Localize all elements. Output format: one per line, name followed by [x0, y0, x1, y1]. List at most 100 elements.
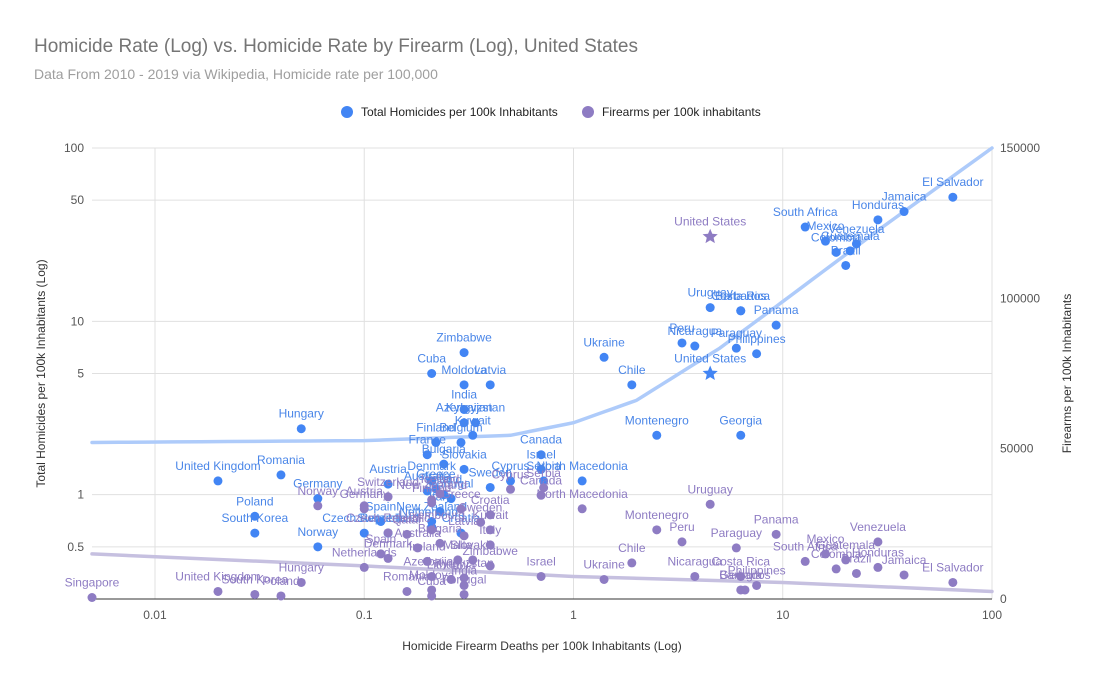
point-firearms-guatemala: [841, 555, 851, 565]
point-label-barbados: Barbados: [715, 289, 766, 303]
point-label-venezuela: Venezuela: [828, 222, 884, 236]
point-label-ireland: Ireland: [409, 539, 446, 553]
point-total-panama: [771, 320, 781, 330]
point-firearms-costa-rica: [736, 571, 746, 581]
legend-label-firearms: Firearms per 100k inhabitants: [602, 105, 761, 119]
point-firearms-lithuania: [446, 574, 456, 584]
point-total-jamaica: [899, 207, 909, 217]
point-total-czech-republic: [359, 528, 369, 538]
y-tick-label: 5: [77, 367, 84, 381]
point-label-guatemala: Guatemala: [821, 229, 880, 243]
point-label-canada: Canada: [520, 433, 562, 447]
x-tick-label: 1: [570, 608, 577, 622]
point-label-peru: Peru: [669, 520, 694, 534]
point-firearms-united-kingdom: [213, 586, 223, 596]
point-label-ireland: Ireland: [425, 473, 462, 487]
point-total-cuba: [427, 369, 437, 378]
point-total-el-salvador: [948, 192, 958, 202]
point-total-serbia: [539, 476, 549, 486]
point-firearms-uruguay: [705, 499, 715, 509]
point-firearms-chile: [627, 558, 637, 568]
point-label-moldova: Moldova: [409, 568, 455, 582]
point-label-paraguay: Paraguay: [711, 526, 762, 540]
point-total-kyrgyzstan: [470, 418, 480, 428]
point-total-sweden: [485, 482, 495, 492]
point-total-romania: [276, 470, 286, 480]
y-tick-label: 100: [64, 141, 84, 155]
point-firearms-jamaica: [899, 570, 909, 580]
point-label-austria: Austria: [369, 462, 407, 476]
y2-tick-label: 100000: [1000, 291, 1040, 305]
point-total-south-africa: [800, 222, 810, 232]
point-label-switzerland: Switzerland: [357, 511, 419, 525]
point-label-zimbabwe: Zimbabwe: [436, 331, 492, 345]
point-total-brazil: [841, 260, 851, 270]
point-label-cuba: Cuba: [417, 574, 446, 588]
point-label-united-states: United States: [674, 215, 746, 229]
point-label-bulgaria: Bulgaria: [418, 521, 462, 535]
point-firearms-hungary: [296, 577, 306, 587]
point-firearms-canada: [536, 490, 546, 500]
point-label-germany: Germany: [340, 487, 389, 501]
point-label-latvia: Latvia: [474, 363, 506, 377]
point-label-jamaica: Jamaica: [882, 553, 927, 567]
point-label-hungary: Hungary: [279, 407, 324, 421]
point-firearms-spain: [376, 549, 386, 559]
point-firearms-south-korea: [250, 589, 260, 599]
point-label-luxembourg: Luxembourg: [398, 508, 465, 522]
point-total-germany: [313, 494, 323, 504]
x-tick-label: 0.1: [356, 608, 373, 622]
point-firearms-panama: [771, 529, 781, 539]
point-total-austria: [383, 479, 393, 489]
point-firearms-nicaragua: [690, 571, 700, 581]
y-tick-label: 50: [71, 193, 85, 207]
point-firearms-ireland: [422, 556, 432, 566]
point-firearms-kyrgyzstan: [459, 573, 469, 583]
point-firearms-australia: [413, 543, 423, 553]
point-total-montenegro: [652, 430, 662, 440]
point-firearms-north-macedonia: [577, 504, 587, 514]
point-firearms-philippines: [752, 580, 762, 590]
point-firearms-ukraine: [599, 574, 609, 584]
point-label-north-macedonia: North Macedonia: [536, 459, 628, 473]
point-total-cyprus: [506, 476, 516, 486]
y2-tick-label: 0: [1000, 592, 1007, 606]
point-label-serbia: Serbia: [526, 459, 561, 473]
point-label-lithuania: Lithuania: [427, 557, 476, 571]
point-firearms-colombia: [831, 564, 841, 574]
point-label-norway: Norway: [297, 484, 338, 498]
point-star-united-states: [702, 365, 718, 380]
point-firearms-paraguay: [731, 543, 741, 553]
point-label-portugal: Portugal: [442, 572, 487, 586]
point-total-norway: [313, 542, 323, 552]
point-firearms-serbia: [539, 483, 549, 493]
point-label-india: India: [451, 563, 477, 577]
point-label-philippines: Philippines: [728, 332, 786, 346]
legend-label-total: Total Homicides per 100k Inhabitants: [361, 105, 558, 119]
point-total-kuwait: [468, 430, 478, 440]
point-label-montenegro: Montenegro: [625, 508, 689, 522]
point-total-venezuela: [851, 239, 861, 249]
point-label-cuba: Cuba: [417, 352, 446, 366]
point-label-denmark: Denmark: [364, 536, 414, 550]
point-label-latvia: Latvia: [448, 514, 480, 528]
legend-marker-firearms: [582, 106, 594, 118]
point-firearms-india: [459, 580, 469, 590]
point-label-romania: Romania: [383, 569, 431, 583]
point-label-brazil: Brazil: [841, 551, 871, 565]
point-label-south-korea: South Korea: [221, 572, 288, 586]
point-label-france: France: [409, 433, 447, 447]
point-label-azerbaijan: Azerbaijan: [436, 401, 493, 415]
point-label-south-africa: South Africa: [773, 539, 838, 553]
point-label-singapore: Singapore: [65, 575, 120, 589]
point-firearms-latvia: [459, 531, 469, 541]
point-label-india: India: [451, 387, 477, 401]
point-label-north-macedonia: North Macedonia: [536, 487, 628, 501]
point-label-bulgaria: Bulgaria: [422, 442, 466, 456]
point-label-ukraine: Ukraine: [583, 557, 625, 571]
point-total-paraguay: [731, 343, 741, 353]
point-firearms-barbados: [740, 585, 750, 595]
point-label-denmark: Denmark: [407, 459, 457, 473]
point-total-hungary: [296, 424, 306, 434]
